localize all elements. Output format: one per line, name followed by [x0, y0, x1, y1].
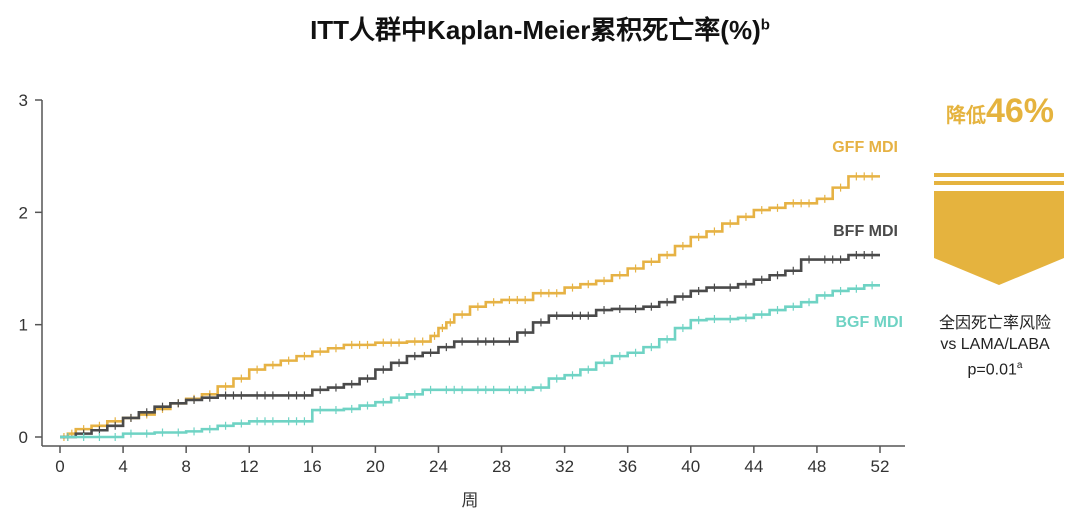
y-tick-label: 1	[19, 316, 28, 335]
labels-layer: GFF MDI BFF MDI BGF MDI	[832, 139, 903, 331]
x-tick-label: 52	[871, 457, 890, 476]
series-gff-mdi-line	[60, 175, 880, 439]
risk-note-line2: vs LAMA/LABA	[940, 336, 1050, 353]
x-tick-label: 20	[366, 457, 385, 476]
series-label-bgf-mdi: BGF MDI	[835, 314, 903, 331]
x-tick-label: 8	[181, 457, 190, 476]
chart-title-text: ITT人群中Kaplan-Meier累积死亡率(%)	[310, 15, 761, 45]
x-tick-label: 32	[555, 457, 574, 476]
series-label-gff-mdi: GFF MDI	[832, 139, 898, 156]
y-tick-label: 0	[19, 428, 28, 447]
y-tick-label: 2	[19, 203, 28, 222]
series-label-bff-mdi: BFF MDI	[833, 223, 898, 240]
banner-chevron	[934, 191, 1064, 285]
series-layer	[60, 172, 880, 441]
banner-line-1	[934, 173, 1064, 177]
x-tick-label: 16	[303, 457, 322, 476]
x-tick-label: 44	[744, 457, 763, 476]
x-tick-label: 40	[681, 457, 700, 476]
series-bff-mdi-line	[60, 253, 880, 439]
reduction-prefix: 降低	[945, 105, 986, 127]
chart-title: ITT人群中Kaplan-Meier累积死亡率(%)b	[0, 10, 1080, 47]
chart-title-superscript: b	[760, 16, 770, 34]
x-tick-label: 36	[618, 457, 637, 476]
risk-note: 全因死亡率风险 vs LAMA/LABA p=0.01a	[920, 313, 1070, 380]
y-tick-label: 3	[19, 91, 28, 110]
x-tick-label: 48	[807, 457, 826, 476]
reduction-banner	[934, 173, 1064, 285]
risk-note-line1: 全因死亡率风险	[938, 315, 1051, 332]
risk-note-superscript: a	[1016, 360, 1023, 371]
risk-note-pvalue: p=0.01	[967, 361, 1017, 379]
reduction-callout: 降低46%	[930, 92, 1070, 131]
risk-note-line3: p=0.01a	[920, 355, 1070, 380]
x-tick-label: 28	[492, 457, 511, 476]
reduction-value: 46%	[985, 92, 1055, 130]
x-axis-title: 周	[462, 491, 479, 510]
banner-line-2	[934, 181, 1064, 185]
x-tick-label: 0	[55, 457, 64, 476]
x-tick-label: 4	[118, 457, 127, 476]
x-tick-label: 24	[429, 457, 448, 476]
x-tick-label: 12	[240, 457, 259, 476]
series-bgf-mdi-line	[60, 284, 880, 439]
